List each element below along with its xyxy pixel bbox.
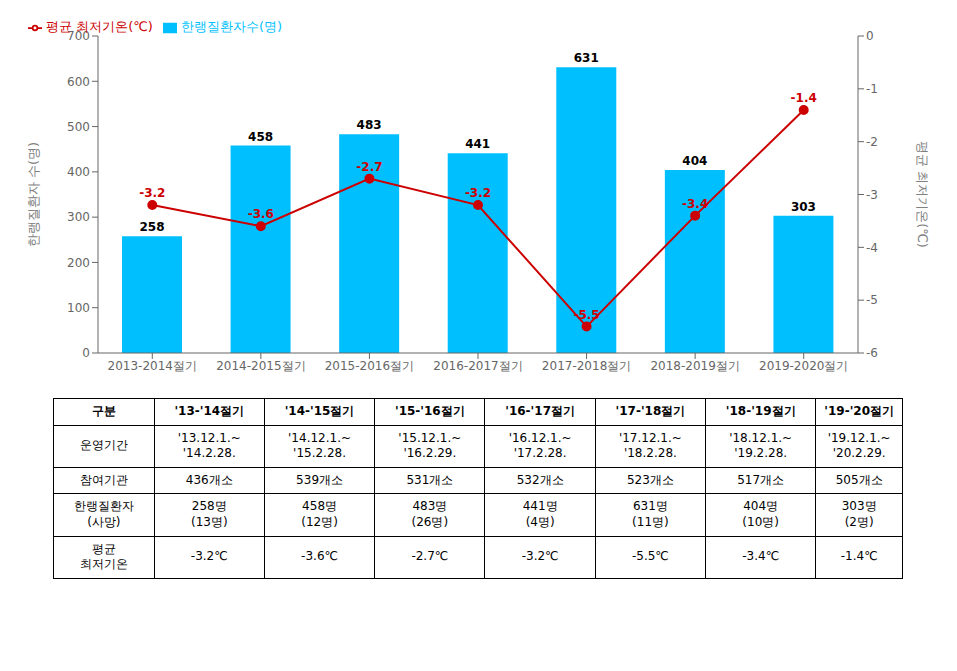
svg-text:303: 303 [791,200,816,214]
svg-text:400: 400 [67,165,90,179]
svg-text:2015-2016절기: 2015-2016절기 [325,359,414,373]
svg-text:100: 100 [67,301,90,315]
svg-text:2013-2014절기: 2013-2014절기 [108,359,197,373]
svg-text:2016-2017절기: 2016-2017절기 [433,359,522,373]
svg-text:700: 700 [67,29,90,43]
svg-text:2019-2020절기: 2019-2020절기 [759,359,848,373]
svg-text:2014-2015절기: 2014-2015절기 [216,359,305,373]
svg-text:441: 441 [465,137,490,151]
svg-text:-2: -2 [866,135,878,149]
svg-text:0: 0 [866,29,874,43]
svg-text:-3.6: -3.6 [248,207,274,221]
svg-text:300: 300 [67,210,90,224]
svg-text:-5.5: -5.5 [573,308,599,322]
svg-text:600: 600 [67,75,90,89]
svg-text:200: 200 [67,256,90,270]
svg-text:-1.4: -1.4 [791,91,817,105]
svg-text:-5: -5 [866,293,878,307]
svg-text:-3.2: -3.2 [139,186,165,200]
svg-text:-1: -1 [866,82,878,96]
svg-text:258: 258 [139,220,164,234]
svg-text:-3.2: -3.2 [465,186,491,200]
svg-text:-3: -3 [866,188,878,202]
svg-text:2017-2018절기: 2017-2018절기 [542,359,631,373]
svg-text:0: 0 [82,346,90,360]
svg-text:2018-2019절기: 2018-2019절기 [650,359,739,373]
svg-text:-3.4: -3.4 [682,197,708,211]
svg-text:-4: -4 [866,241,878,255]
svg-text:404: 404 [682,154,707,168]
svg-text:500: 500 [67,120,90,134]
svg-text:-2.7: -2.7 [356,160,382,174]
svg-text:한랭질환자 수(명): 한랭질환자 수(명) [26,142,41,247]
svg-text:-6: -6 [866,346,878,360]
svg-text:458: 458 [248,130,273,144]
svg-text:631: 631 [574,51,599,65]
svg-text:483: 483 [357,118,382,132]
svg-text:평균 최저기온(℃): 평균 최저기온(℃) [915,141,930,248]
